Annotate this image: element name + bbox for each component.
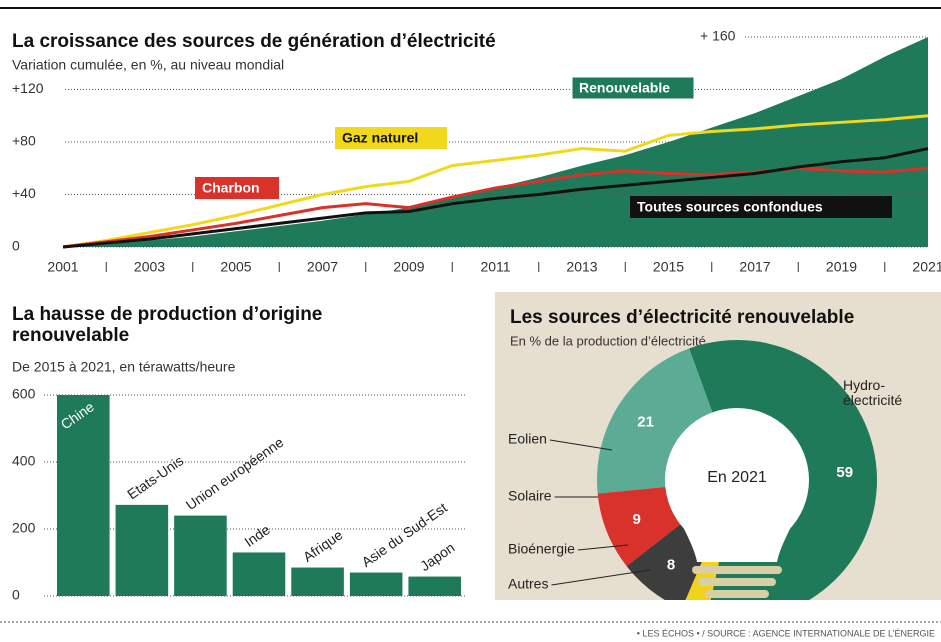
category-label: Union européenne bbox=[183, 434, 287, 513]
x-tick-label: 2021 bbox=[912, 259, 941, 275]
y-tick-label: +120 bbox=[12, 80, 44, 96]
legend-label: Toutes sources confondues bbox=[637, 199, 823, 215]
chart-title: La hausse de production d’origine renouv… bbox=[12, 304, 412, 346]
value-label: 21 bbox=[637, 413, 654, 430]
category-label: Autres bbox=[508, 576, 548, 592]
bar bbox=[116, 505, 169, 596]
x-tick-label: 2005 bbox=[220, 259, 251, 275]
legend-label: Charbon bbox=[202, 180, 260, 196]
y-tick-label: 0 bbox=[12, 587, 20, 603]
x-tick-label: 2007 bbox=[307, 259, 338, 275]
chart-title: La croissance des sources de génération … bbox=[12, 31, 496, 52]
footer: • LES ÉCHOS • / SOURCE : AGENCE INTERNAT… bbox=[637, 628, 935, 638]
bulb-neck bbox=[682, 525, 792, 562]
bulb-socket bbox=[692, 566, 782, 574]
chart-title: Les sources d’électricité renouvelable bbox=[510, 307, 854, 328]
y-tick-label: 200 bbox=[12, 520, 36, 536]
bar bbox=[291, 568, 344, 596]
x-tick-label: 2009 bbox=[393, 259, 424, 275]
y-tick-label: +40 bbox=[12, 185, 36, 201]
category-label: Afrique bbox=[300, 526, 346, 565]
value-label: 59 bbox=[836, 464, 853, 481]
category-label: Hydro-électricité bbox=[843, 378, 929, 408]
y-tick-label: + 160 bbox=[700, 28, 736, 44]
x-tick-label: 2017 bbox=[739, 259, 770, 275]
x-tick-label: 2015 bbox=[653, 259, 684, 275]
bulb-socket bbox=[705, 590, 769, 598]
legend-label: Gaz naturel bbox=[342, 130, 418, 146]
chart-subtitle: De 2015 à 2021, en térawatts/heure bbox=[12, 359, 236, 375]
x-tick-label: 2013 bbox=[566, 259, 597, 275]
x-tick-label: 2011 bbox=[480, 259, 510, 275]
x-tick-label: 2003 bbox=[134, 259, 165, 275]
y-tick-label: 0 bbox=[12, 238, 20, 254]
bar bbox=[350, 573, 403, 596]
y-tick-label: 600 bbox=[12, 386, 36, 402]
category-label: Japon bbox=[417, 539, 457, 574]
center-label: En 2021 bbox=[707, 469, 767, 486]
bar bbox=[174, 516, 227, 596]
category-label: Etats-Unis bbox=[124, 452, 186, 502]
category-label: Eolien bbox=[508, 431, 547, 447]
legend-label: Renouvelable bbox=[579, 80, 670, 96]
y-tick-label: 400 bbox=[12, 453, 36, 469]
y-tick-label: +80 bbox=[12, 133, 36, 149]
value-label: 9 bbox=[633, 511, 641, 528]
chart-subtitle: Variation cumulée, en %, au niveau mondi… bbox=[12, 57, 284, 73]
x-tick-label: 2019 bbox=[826, 259, 857, 275]
page: La croissance des sources de génération … bbox=[0, 0, 941, 642]
x-tick-label: 2001 bbox=[47, 259, 78, 275]
value-label: 8 bbox=[667, 557, 675, 574]
bulb-socket bbox=[698, 578, 776, 586]
chart-subtitle: En % de la production d’électricité bbox=[510, 333, 706, 348]
category-label: Bioénergie bbox=[508, 541, 575, 557]
bar bbox=[233, 552, 286, 596]
category-label: Solaire bbox=[508, 488, 552, 504]
category-label: Inde bbox=[241, 521, 273, 550]
bar bbox=[408, 577, 461, 596]
